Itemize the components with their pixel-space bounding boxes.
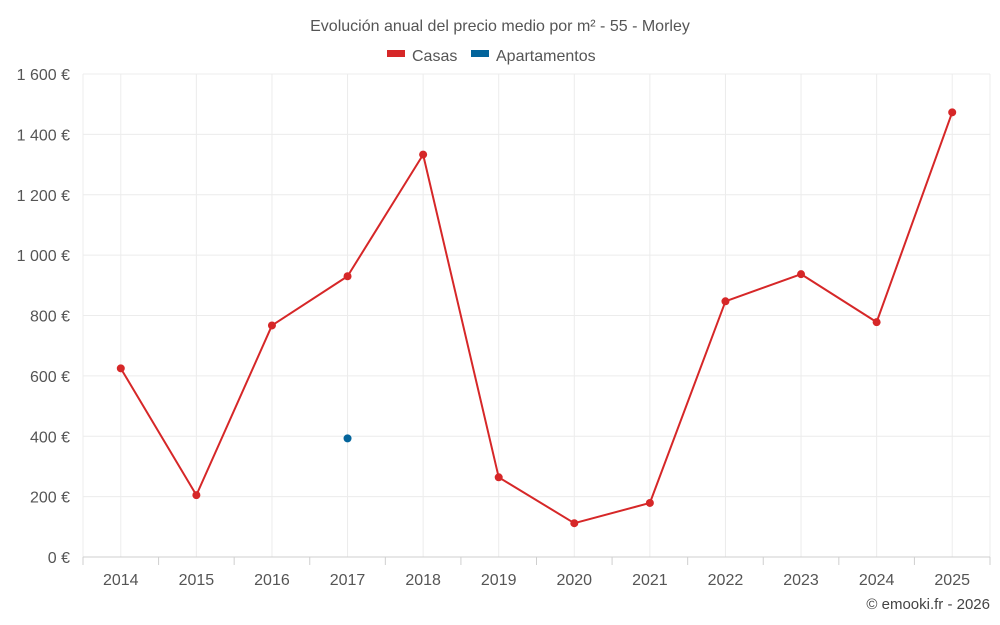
- y-tick-label: 1 600 €: [17, 67, 70, 84]
- legend-label-casas[interactable]: Casas: [412, 48, 457, 65]
- data-point-casas[interactable]: [872, 318, 881, 327]
- data-point-casas[interactable]: [570, 519, 579, 528]
- axes: 0 € 200 € 400 € 600 € 800 € 1 000 € 1 200 € 1 4…: [17, 67, 991, 589]
- data-point-casas[interactable]: [419, 150, 428, 159]
- data-point-casas[interactable]: [797, 270, 806, 279]
- y-tick-label: 0 €: [48, 550, 70, 567]
- data-point-casas[interactable]: [116, 364, 125, 373]
- data-point-casas[interactable]: [645, 498, 654, 507]
- legend[interactable]: Casas Apartamentos: [387, 48, 596, 65]
- data-point-casas[interactable]: [267, 321, 276, 330]
- y-tick-label: 600 €: [30, 369, 70, 386]
- grid: [82, 73, 991, 557]
- series: [116, 108, 957, 528]
- y-tick-label: 800 €: [30, 309, 70, 326]
- legend-swatch-casas[interactable]: [387, 50, 405, 57]
- x-tick-label: 2018: [405, 572, 441, 589]
- data-point-casas[interactable]: [192, 491, 201, 500]
- legend-swatch-apartamentos[interactable]: [471, 50, 489, 57]
- chart-title: Evolución anual del precio medio por m² …: [310, 18, 690, 35]
- x-tick-label: 2024: [859, 572, 895, 589]
- y-tick-label: 1 200 €: [17, 188, 70, 205]
- y-tick-label: 200 €: [30, 490, 70, 507]
- x-tick-label: 2014: [103, 572, 139, 589]
- y-tick-label: 1 000 €: [17, 248, 70, 265]
- x-tick-label: 2025: [934, 572, 970, 589]
- legend-label-apartamentos[interactable]: Apartamentos: [496, 48, 596, 65]
- data-point-apartamentos[interactable]: [343, 434, 352, 443]
- credit-text: © emooki.fr - 2026: [866, 596, 990, 613]
- x-tick-label: 2015: [179, 572, 215, 589]
- x-tick-label: 2023: [783, 572, 819, 589]
- x-tick-label: 2020: [556, 572, 592, 589]
- data-point-casas[interactable]: [343, 272, 352, 281]
- y-tick-label: 400 €: [30, 429, 70, 446]
- x-tick-label: 2019: [481, 572, 517, 589]
- x-tick-label: 2022: [708, 572, 744, 589]
- series-line-casas[interactable]: [119, 111, 954, 525]
- y-tick-label: 1 400 €: [17, 127, 70, 144]
- x-tick-label: 2016: [254, 572, 290, 589]
- x-tick-label: 2021: [632, 572, 668, 589]
- data-point-casas[interactable]: [721, 297, 730, 306]
- x-tick-label: 2017: [330, 572, 366, 589]
- data-point-casas[interactable]: [494, 473, 503, 482]
- data-point-casas[interactable]: [948, 108, 957, 117]
